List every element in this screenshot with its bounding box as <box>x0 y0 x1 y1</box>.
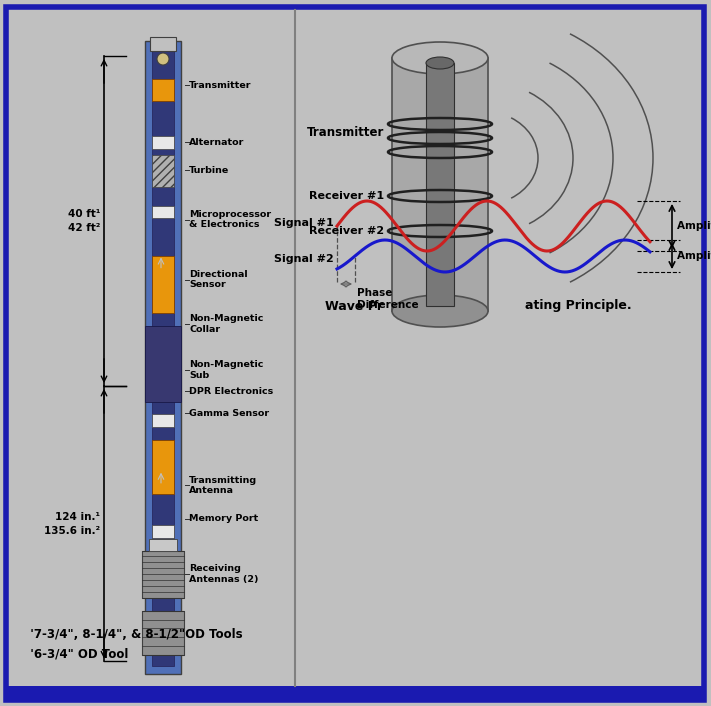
Text: Amplitude #1: Amplitude #1 <box>677 221 711 231</box>
Text: Phase
Difference: Phase Difference <box>357 288 419 310</box>
Bar <box>152 256 174 313</box>
Text: Non-Magnetic
Collar: Non-Magnetic Collar <box>189 314 263 334</box>
Text: Transmitter: Transmitter <box>306 126 384 140</box>
Text: Transmitting
Antenna: Transmitting Antenna <box>189 476 257 495</box>
Bar <box>145 41 181 674</box>
Bar <box>392 58 488 311</box>
Text: 135.6 in.²: 135.6 in.² <box>44 526 100 536</box>
Text: Signal #2: Signal #2 <box>274 254 334 264</box>
Text: Alternator: Alternator <box>189 138 245 147</box>
Ellipse shape <box>426 57 454 69</box>
Bar <box>152 525 174 538</box>
Bar <box>142 611 184 655</box>
Text: ating Principle.: ating Principle. <box>525 299 631 313</box>
Circle shape <box>157 53 169 65</box>
Text: Gamma Sensor: Gamma Sensor <box>189 409 269 418</box>
Text: '7-3/4", 8-1/4", & 8-1/2"OD Tools: '7-3/4", 8-1/4", & 8-1/2"OD Tools <box>22 628 242 640</box>
Bar <box>152 49 174 666</box>
Text: Receiving
Antennas (2): Receiving Antennas (2) <box>189 564 259 584</box>
Bar <box>145 326 181 402</box>
Text: 42 ft²: 42 ft² <box>68 223 100 233</box>
Bar <box>152 440 174 493</box>
Bar <box>152 414 174 427</box>
Bar <box>152 155 174 186</box>
Text: 124 in.¹: 124 in.¹ <box>55 512 100 522</box>
Bar <box>149 539 177 551</box>
Bar <box>426 63 454 306</box>
Text: 40 ft¹: 40 ft¹ <box>68 209 100 219</box>
Bar <box>6 686 704 700</box>
Bar <box>152 79 174 101</box>
Text: Amplitude #2: Amplitude #2 <box>677 251 711 261</box>
Bar <box>150 37 176 51</box>
Text: '6-3/4" OD Tool: '6-3/4" OD Tool <box>22 647 129 661</box>
Text: DPR Electronics: DPR Electronics <box>189 387 273 395</box>
Text: Receiver #1: Receiver #1 <box>309 191 384 201</box>
Bar <box>152 205 174 218</box>
Text: Directional
Sensor: Directional Sensor <box>189 270 247 289</box>
Text: Transmitter: Transmitter <box>189 80 252 90</box>
Bar <box>142 551 184 598</box>
Ellipse shape <box>392 42 488 74</box>
Text: Wave Pr: Wave Pr <box>325 299 383 313</box>
Text: Receiver #2: Receiver #2 <box>309 226 384 236</box>
Text: Memory Port: Memory Port <box>189 515 258 523</box>
Text: Microprocessor
& Electronics: Microprocessor & Electronics <box>189 210 271 229</box>
Bar <box>152 136 174 148</box>
Text: Signal #1: Signal #1 <box>274 218 334 228</box>
Ellipse shape <box>392 295 488 327</box>
Text: Non-Magnetic
Sub: Non-Magnetic Sub <box>189 361 263 380</box>
Text: Turbine: Turbine <box>189 166 229 174</box>
